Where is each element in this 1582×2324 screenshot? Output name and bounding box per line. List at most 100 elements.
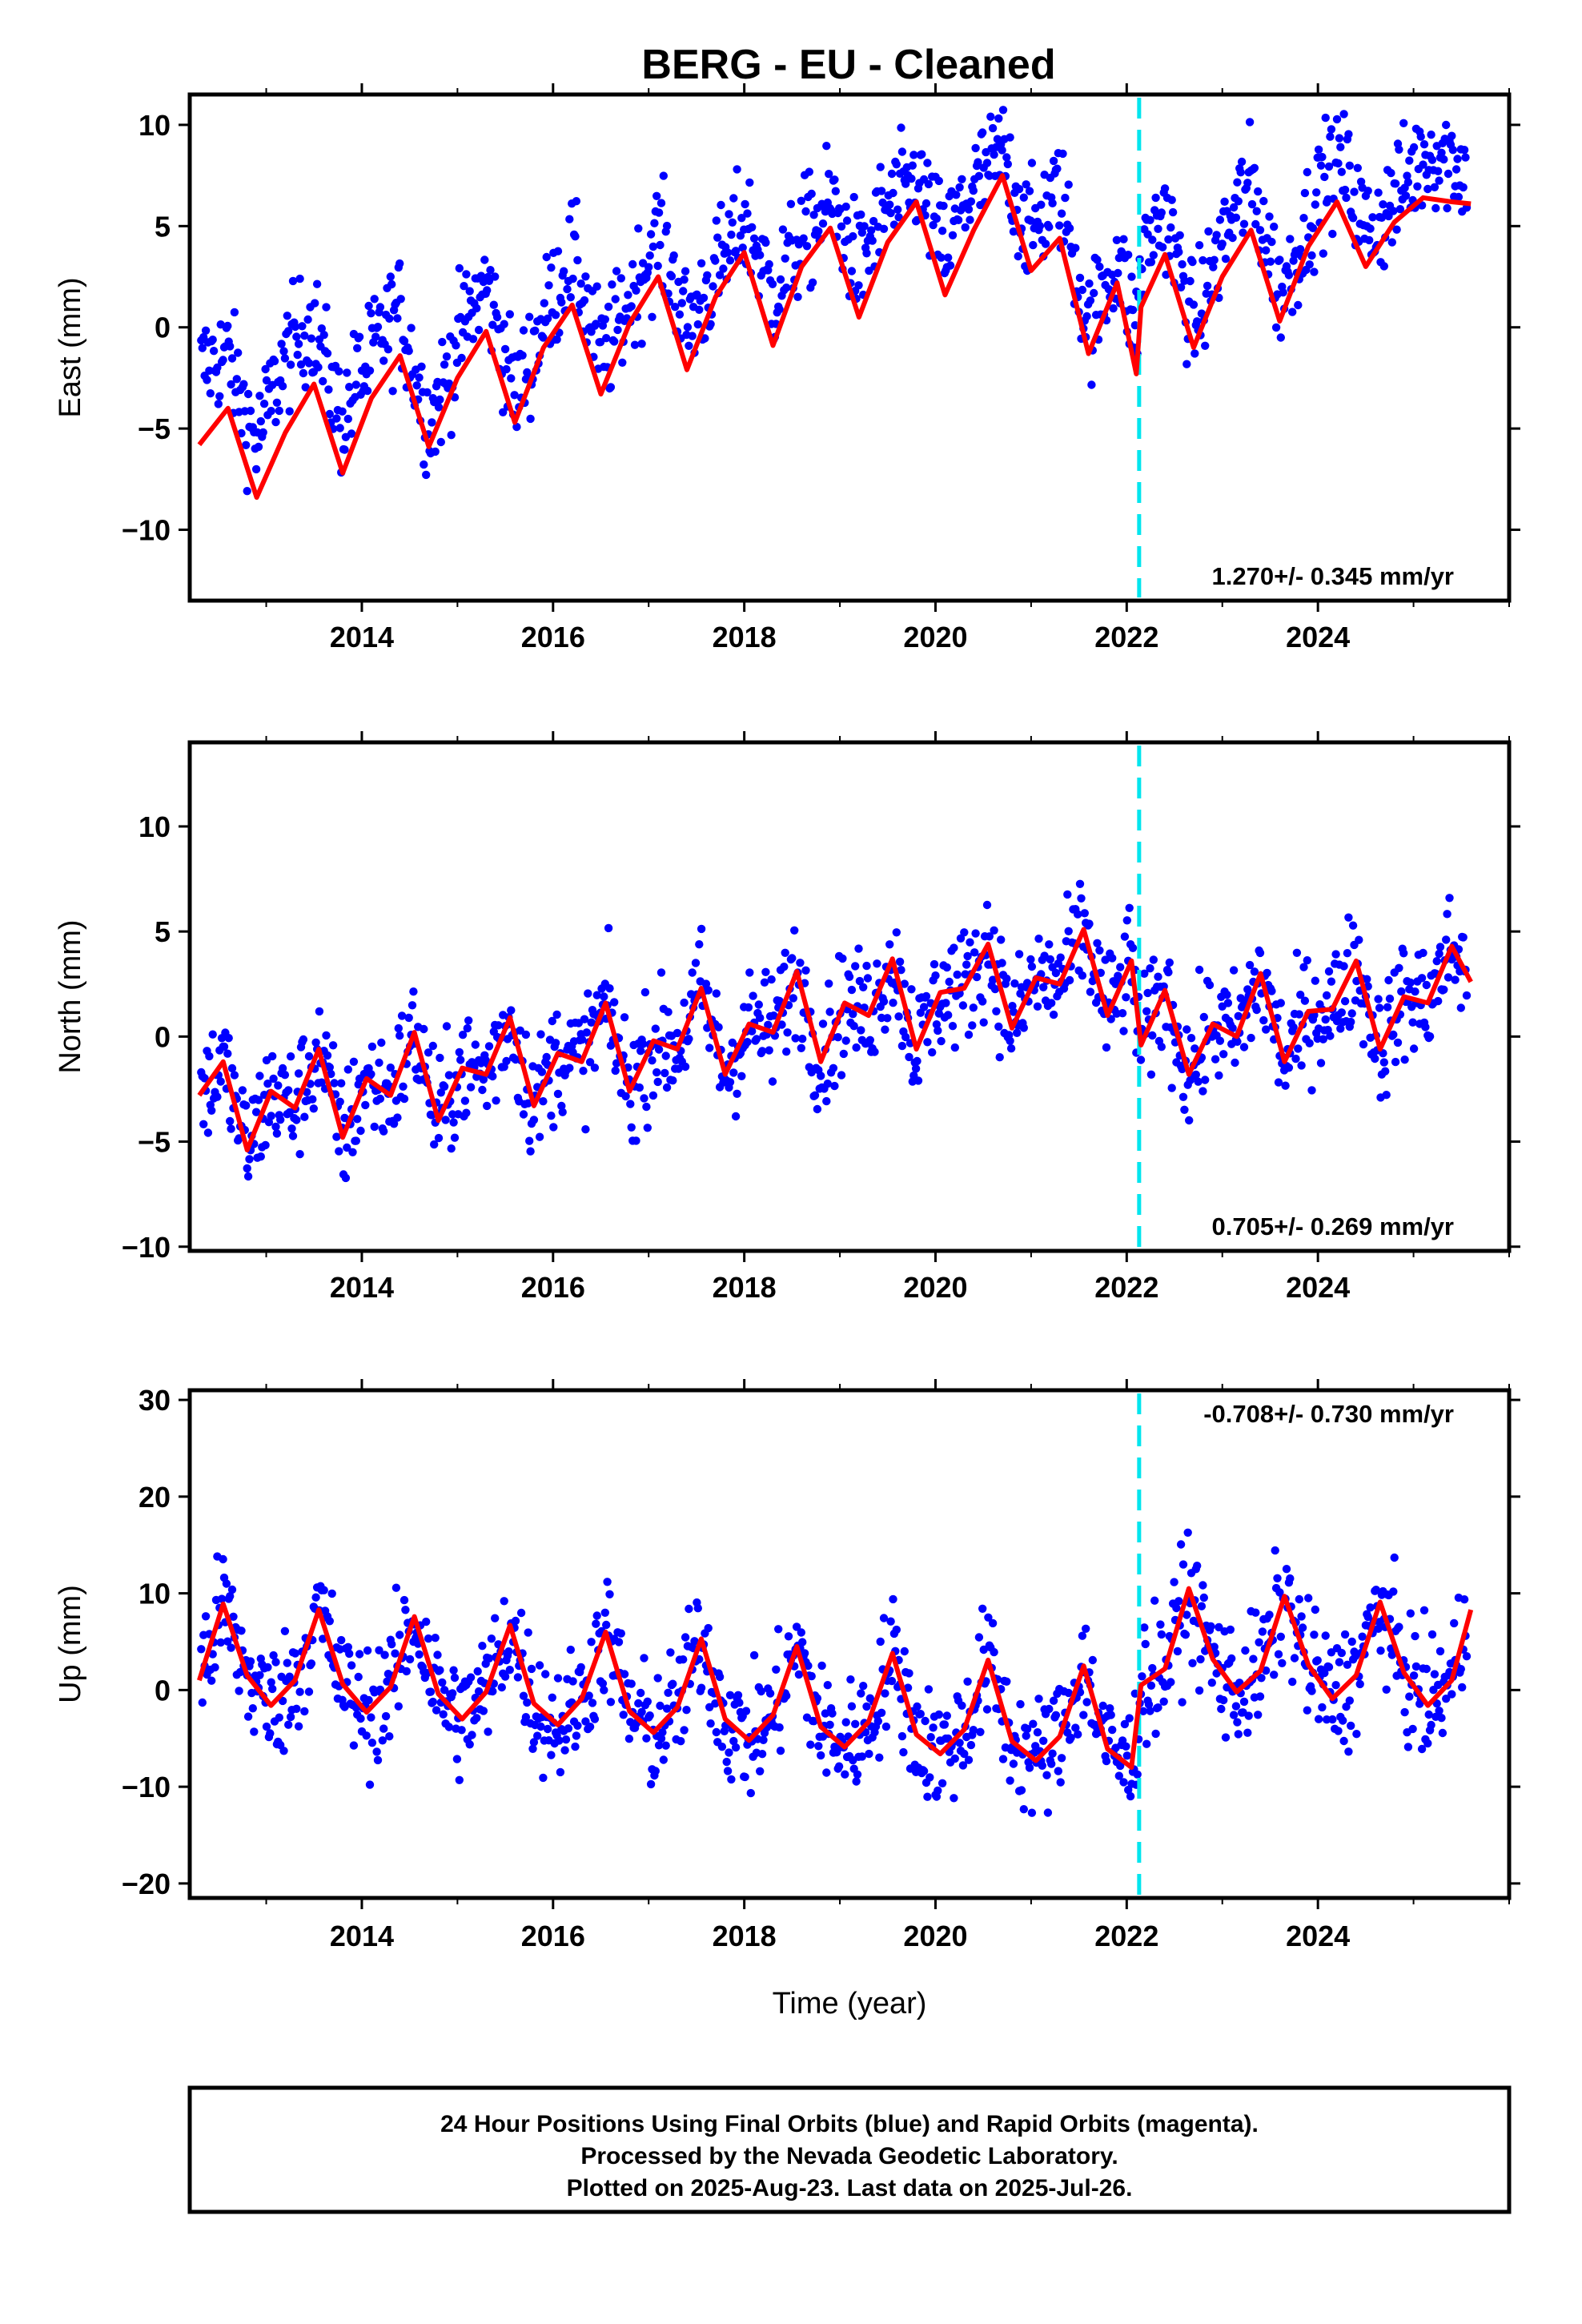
observation-point bbox=[701, 979, 711, 988]
observation-point bbox=[1462, 991, 1472, 1000]
observation-point bbox=[396, 1630, 404, 1639]
observation-point bbox=[381, 1711, 391, 1721]
observation-point bbox=[1178, 1092, 1188, 1102]
observation-point bbox=[553, 1089, 563, 1099]
observation-point bbox=[802, 242, 812, 251]
observation-point bbox=[783, 1028, 792, 1037]
observation-point bbox=[1164, 235, 1173, 244]
observation-point bbox=[1270, 222, 1279, 231]
observation-point bbox=[600, 315, 609, 324]
footer-line-2: Processed by the Nevada Geodetic Laborat… bbox=[580, 2143, 1118, 2169]
observation-point bbox=[500, 344, 510, 354]
observation-point bbox=[1409, 143, 1419, 152]
observation-point bbox=[727, 1775, 736, 1784]
observation-point bbox=[969, 1726, 978, 1735]
observation-point bbox=[380, 1651, 389, 1659]
observation-point bbox=[1221, 255, 1231, 263]
observation-point bbox=[351, 380, 360, 389]
observation-point bbox=[662, 1704, 672, 1713]
observation-point bbox=[807, 1671, 816, 1681]
observation-point bbox=[1400, 1055, 1409, 1064]
observation-point bbox=[502, 1056, 511, 1066]
observation-point bbox=[1413, 182, 1422, 191]
observation-point bbox=[560, 267, 568, 275]
up-model-curve bbox=[197, 1586, 1474, 1770]
observation-point bbox=[499, 408, 508, 416]
observation-point bbox=[492, 1096, 500, 1105]
observation-point bbox=[1421, 1023, 1430, 1031]
observation-point bbox=[243, 1172, 253, 1181]
observation-point bbox=[315, 1007, 324, 1016]
observation-point bbox=[584, 1691, 593, 1700]
observation-point bbox=[566, 293, 575, 302]
observation-point bbox=[216, 1077, 225, 1086]
observation-point bbox=[462, 270, 471, 279]
observation-point bbox=[271, 417, 280, 427]
observation-point bbox=[394, 1023, 403, 1033]
observation-point bbox=[230, 1071, 239, 1080]
observation-point bbox=[581, 272, 590, 281]
observation-point bbox=[1427, 131, 1435, 139]
observation-point bbox=[565, 1063, 574, 1072]
observation-point bbox=[1178, 1698, 1186, 1707]
observation-point bbox=[375, 1646, 383, 1655]
observation-point bbox=[1326, 132, 1335, 141]
observation-point bbox=[942, 1711, 952, 1720]
observation-point bbox=[675, 310, 685, 319]
observation-point bbox=[1363, 975, 1371, 983]
observation-point bbox=[1122, 993, 1130, 1002]
observation-point bbox=[960, 928, 969, 937]
observation-point bbox=[919, 1767, 929, 1775]
observation-point bbox=[892, 1625, 901, 1634]
observation-point bbox=[518, 351, 527, 360]
observation-point bbox=[1435, 949, 1443, 959]
observation-point bbox=[713, 233, 722, 242]
observation-point bbox=[945, 977, 954, 987]
observation-point bbox=[1451, 975, 1460, 984]
observation-point bbox=[1102, 1043, 1111, 1052]
observation-point bbox=[911, 1064, 921, 1073]
observation-point bbox=[337, 1079, 346, 1088]
observation-point bbox=[434, 403, 444, 412]
observation-point bbox=[1231, 1058, 1239, 1068]
observation-point bbox=[571, 1742, 580, 1751]
observation-point bbox=[440, 1082, 449, 1092]
observation-point bbox=[246, 1657, 255, 1666]
observation-point bbox=[998, 1755, 1008, 1763]
observation-point bbox=[449, 1666, 458, 1675]
observation-point bbox=[907, 985, 916, 994]
observation-point bbox=[627, 302, 636, 311]
observation-point bbox=[645, 1711, 654, 1720]
observation-point bbox=[1262, 1666, 1271, 1675]
observation-point bbox=[978, 997, 987, 1006]
observation-point bbox=[938, 1779, 947, 1787]
observation-point bbox=[224, 1034, 233, 1043]
observation-point bbox=[1143, 230, 1152, 239]
observation-point bbox=[939, 201, 948, 211]
observation-point bbox=[664, 1688, 673, 1697]
observation-point bbox=[1347, 1009, 1356, 1018]
observation-point bbox=[1443, 169, 1453, 179]
observation-point bbox=[1027, 159, 1037, 167]
observation-point bbox=[1327, 125, 1336, 134]
observation-point bbox=[1392, 225, 1401, 234]
observation-point bbox=[1204, 227, 1213, 236]
observation-point bbox=[966, 1740, 976, 1750]
observation-point bbox=[854, 281, 863, 290]
observation-point bbox=[1284, 1063, 1294, 1072]
observation-point bbox=[653, 1674, 662, 1683]
observation-point bbox=[1054, 1767, 1063, 1775]
observation-point bbox=[387, 1640, 396, 1649]
observation-point bbox=[542, 1052, 551, 1062]
observation-point bbox=[547, 1751, 556, 1759]
observation-point bbox=[463, 1023, 472, 1033]
observation-point bbox=[677, 299, 686, 308]
observation-point bbox=[295, 274, 304, 283]
observation-point bbox=[979, 1018, 988, 1027]
observation-point bbox=[1102, 1756, 1111, 1766]
observation-point bbox=[921, 199, 931, 208]
observation-point bbox=[1219, 1695, 1228, 1705]
observation-point bbox=[1120, 1719, 1130, 1729]
observation-point bbox=[801, 207, 810, 216]
